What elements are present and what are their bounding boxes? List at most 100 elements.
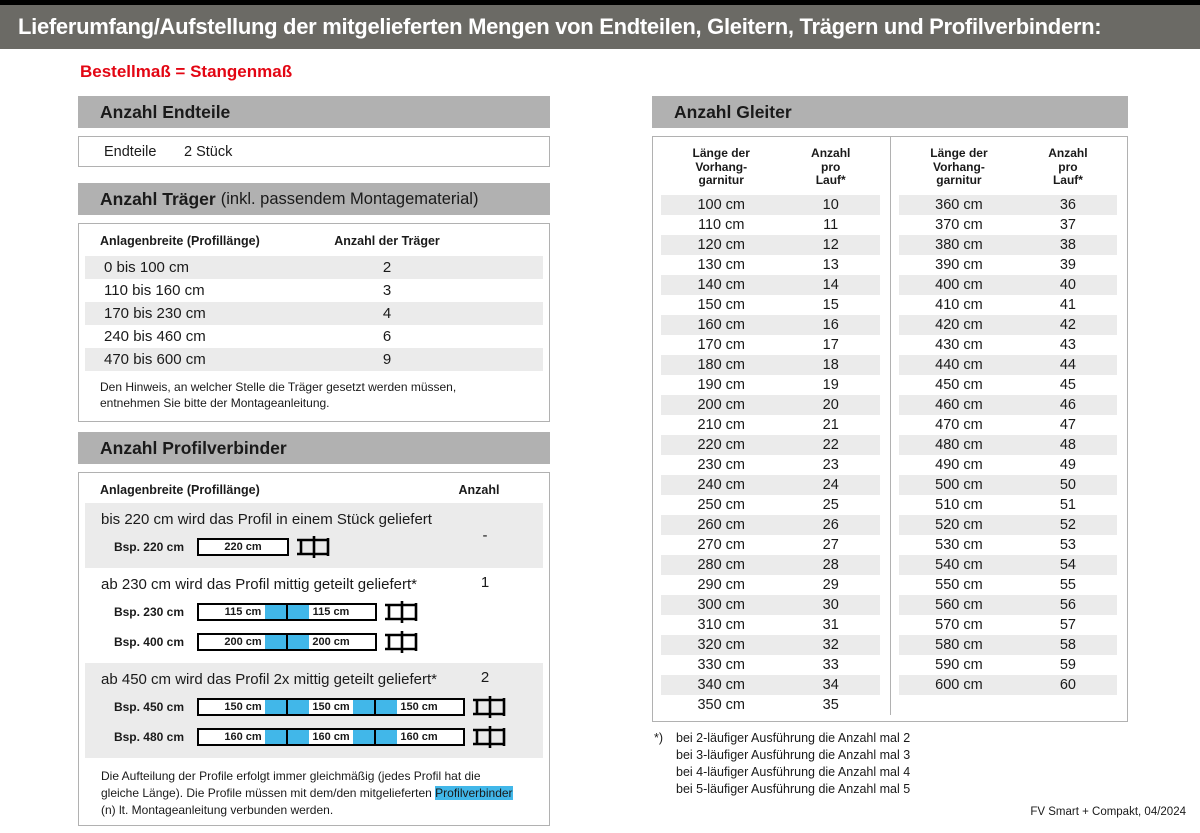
- gleiter-row: 500 cm 50: [899, 474, 1117, 495]
- gleiter-count: 52: [1059, 516, 1076, 533]
- footnote-lines: bei 2-läufiger Ausführung die Anzahl mal…: [676, 730, 910, 798]
- gleiter-length: 560 cm: [935, 596, 983, 613]
- profilverbinder-note: Die Aufteilung der Profile erfolgt immer…: [85, 768, 543, 819]
- page-title: Lieferumfang/Aufstellung der mitgeliefer…: [18, 14, 1102, 39]
- gleiter-row: 300 cm 30: [661, 594, 880, 615]
- traeger-range: 0 bis 100 cm: [104, 259, 190, 276]
- gleiter-count: 23: [822, 456, 839, 473]
- left-column: Bestellmaß = Stangenmaß Anzahl Endteile …: [78, 62, 550, 833]
- footnote-line: bei 4-läufiger Ausführung die Anzahl mal…: [676, 764, 911, 779]
- gleiter-row: 420 cm 42: [899, 314, 1117, 335]
- gleiter-length: 430 cm: [935, 336, 983, 353]
- gleiter-row: 180 cm 18: [661, 354, 880, 375]
- gleiter-count: 21: [822, 416, 839, 433]
- gleiter-length: 210 cm: [697, 416, 745, 433]
- profile-diagram-row: Bsp. 450 cm 150 cm 150 cm 150 cm: [85, 696, 543, 718]
- gleiter-right-header: Länge der Vorhang- garnitur Anzahl pro L…: [899, 137, 1117, 195]
- gleiter-count: 33: [822, 656, 839, 673]
- gleiter-count: 28: [822, 556, 839, 573]
- traeger-table-header: Anlagenbreite (Profillänge) Anzahl der T…: [79, 224, 549, 256]
- gleiter-length: 370 cm: [935, 216, 983, 233]
- gleiter-count: 20: [822, 396, 839, 413]
- gleiter-table-left: Länge der Vorhang- garnitur Anzahl pro L…: [653, 137, 890, 715]
- gleiter-count: 47: [1059, 416, 1076, 433]
- gleiter-count: 16: [822, 316, 839, 333]
- gleiter-col-count: Anzahl pro Lauf*: [1048, 146, 1088, 187]
- gleiter-row: 170 cm 17: [661, 335, 880, 355]
- profil-group-text: ab 230 cm wird das Profil mittig geteilt…: [101, 576, 417, 593]
- gleiter-count: 22: [822, 436, 839, 453]
- gleiter-row: 230 cm 23: [661, 455, 880, 475]
- gleiter-length: 160 cm: [697, 316, 745, 333]
- gleiter-count: 32: [822, 636, 839, 653]
- gleiter-row: 560 cm 56: [899, 594, 1117, 615]
- segment-length-label: 200 cm: [312, 636, 350, 648]
- gleiter-length: 110 cm: [697, 216, 745, 233]
- gleiter-count: 27: [822, 536, 839, 553]
- gleiter-count: 54: [1059, 556, 1076, 573]
- gleiter-count: 25: [822, 496, 839, 513]
- profil-group-count: 1: [480, 574, 490, 591]
- gleiter-length: 400 cm: [935, 276, 983, 293]
- profile-end-icon: [473, 696, 506, 718]
- profile-diagram-row: Bsp. 230 cm 115 cm 115 cm: [85, 601, 543, 623]
- gleiter-count: 37: [1059, 216, 1076, 233]
- segment-length-label: 220 cm: [224, 541, 262, 553]
- gleiter-length: 250 cm: [697, 496, 745, 513]
- gleiter-length: 570 cm: [935, 616, 983, 633]
- gleiter-length: 500 cm: [935, 476, 983, 493]
- gleiter-col-count: Anzahl pro Lauf*: [811, 146, 851, 187]
- traeger-range: 110 bis 160 cm: [104, 282, 205, 299]
- profil-group-count: -: [482, 527, 488, 544]
- gleiter-length: 170 cm: [697, 336, 745, 353]
- section-heading-endteile: Anzahl Endteile: [78, 96, 550, 128]
- traeger-count: 2: [382, 259, 392, 276]
- gleiter-count: 31: [822, 616, 839, 633]
- profile-end-icon: [473, 726, 506, 748]
- section-heading-profilverbinder: Anzahl Profilverbinder: [78, 432, 550, 464]
- gleiter-count: 49: [1059, 456, 1076, 473]
- gleiter-length: 350 cm: [697, 696, 745, 713]
- gleiter-count: 57: [1059, 616, 1076, 633]
- gleiter-count: 30: [822, 596, 839, 613]
- gleiter-length: 240 cm: [697, 476, 745, 493]
- profilverbinder-header: Anlagenbreite (Profillänge) Anzahl: [79, 473, 549, 503]
- traeger-count: 3: [382, 282, 392, 299]
- gleiter-row: 540 cm 54: [899, 554, 1117, 575]
- traeger-table: Anlagenbreite (Profillänge) Anzahl der T…: [78, 223, 550, 422]
- profilverbinder-col-range: Anlagenbreite (Profillänge): [100, 483, 260, 497]
- gleiter-row: 330 cm 33: [661, 655, 880, 675]
- footnote-marker: *): [654, 730, 664, 745]
- endteile-label: Endteile: [104, 143, 157, 160]
- traeger-row: 470 bis 600 cm 9: [85, 348, 543, 371]
- gleiter-col-length: Länge der Vorhang- garnitur: [930, 146, 988, 187]
- gleiter-left-body: 100 cm 10 110 cm 11 120 cm 12 130 cm 13 140 cm 14…: [661, 194, 880, 715]
- section-heading-traeger: Anzahl Träger (inkl. passendem Montagema…: [78, 183, 550, 215]
- gleiter-row: 570 cm 57: [899, 615, 1117, 635]
- example-label: Bsp. 230 cm: [113, 605, 184, 619]
- gleiter-length: 550 cm: [935, 576, 983, 593]
- gleiter-count: 13: [822, 256, 839, 273]
- gleiter-length: 130 cm: [697, 256, 745, 273]
- profile-diagram-row: Bsp. 400 cm 200 cm 200 cm: [85, 631, 543, 653]
- gleiter-length: 100 cm: [697, 196, 745, 213]
- section-heading-profilverbinder-label: Anzahl Profilverbinder: [100, 437, 287, 458]
- gleiter-row: 250 cm 25: [661, 495, 880, 515]
- profile-joint-line: [286, 633, 288, 651]
- profil-group-text: ab 450 cm wird das Profil 2x mittig gete…: [101, 671, 437, 688]
- gleiter-row: 360 cm 36: [899, 194, 1117, 215]
- gleiter-length: 140 cm: [697, 276, 745, 293]
- gleiter-count: 41: [1059, 296, 1076, 313]
- gleiter-length: 470 cm: [935, 416, 983, 433]
- gleiter-row: 530 cm 53: [899, 535, 1117, 555]
- profilverbinder-note-highlight: Profilverbinder: [435, 786, 513, 800]
- gleiter-table-right: Länge der Vorhang- garnitur Anzahl pro L…: [890, 137, 1127, 715]
- gleiter-count: 56: [1059, 596, 1076, 613]
- profile-joint-line: [286, 698, 288, 716]
- footnote-line: bei 3-läufiger Ausführung die Anzahl mal…: [676, 747, 911, 762]
- traeger-row: 170 bis 230 cm 4: [85, 302, 543, 325]
- gleiter-length: 310 cm: [697, 616, 745, 633]
- gleiter-count: 38: [1059, 236, 1076, 253]
- traeger-range: 170 bis 230 cm: [104, 305, 206, 322]
- traeger-table-body: 0 bis 100 cm 2 110 bis 160 cm 3 170 bis 230 …: [79, 256, 549, 371]
